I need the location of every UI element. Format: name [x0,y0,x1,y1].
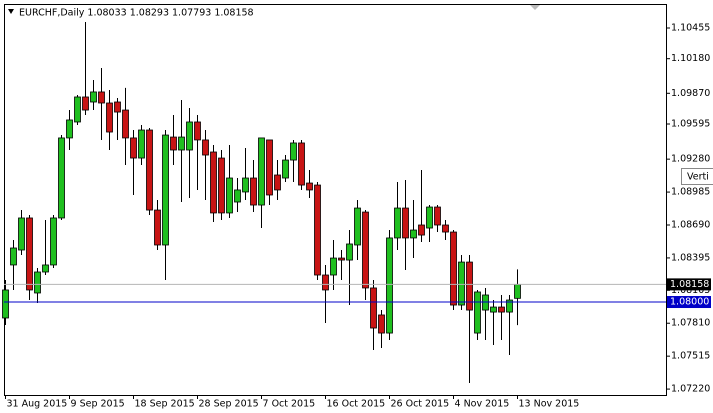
candle-body [322,274,329,291]
candle-body [10,247,17,266]
x-tick-label: 7 Oct 2015 [263,399,316,410]
chart-title: EURCHF,Daily 1.08033 1.08293 1.07793 1.0… [19,8,254,19]
candle-body [330,257,337,276]
candle-body [450,231,457,306]
price-label-box [667,296,711,309]
candle-body [514,283,521,299]
candle-body [234,189,241,203]
candle-body [434,206,441,226]
candle-body [338,257,345,261]
candle-body [266,139,273,196]
candle-body [42,264,49,273]
candle-body [146,129,153,211]
y-tick-label: 1.08395 [671,252,710,263]
candle-body [402,207,409,239]
menu-icon [8,9,14,14]
candle-body [162,134,169,246]
y-tick-label: 1.09595 [671,118,710,129]
x-tick-label: 28 Sep 2015 [199,399,259,410]
candle-body [90,91,97,103]
y-tick-label: 1.08985 [671,187,710,198]
x-tick-label: 9 Sep 2015 [71,399,125,410]
candle-body [306,182,313,191]
candle-body [202,139,209,156]
x-tick-label: 13 Nov 2015 [519,399,580,410]
candle-body [258,137,265,206]
y-tick-label: 1.08690 [671,220,710,231]
candle-body [442,224,449,233]
candle-body [370,287,377,329]
candle-body [122,109,129,139]
candle-body [50,217,57,266]
candle-body [346,243,353,261]
candle-body [386,237,393,334]
x-tick-label: 31 Aug 2015 [7,399,68,410]
candle-body [226,177,233,214]
candle-body [194,121,201,141]
candle-body [354,207,361,246]
candle-body [314,184,321,276]
price-label-box [667,278,711,291]
candle-body [282,159,289,179]
candle-body [498,306,505,313]
candle-body [66,119,73,139]
candle-body [74,96,81,123]
x-tick-label: 18 Sep 2015 [135,399,195,410]
y-tick-label: 1.09280 [671,154,710,165]
tooltip-box [681,168,713,185]
candle-body [242,177,249,193]
candle-body [410,229,417,239]
candle-body [394,207,401,239]
candle-body [458,261,465,306]
tooltip: Verti [687,172,709,183]
candle-body [34,271,41,294]
candle-body [58,137,65,219]
candle-body [26,217,33,291]
candle-body [114,101,121,113]
x-tick-label: 4 Nov 2015 [455,399,510,410]
candle-body [474,291,481,334]
candle-body [506,299,513,313]
candle-body [170,136,177,151]
plot-frame [4,4,667,396]
candle-body [106,102,113,133]
candle-body [18,217,25,251]
y-tick-label: 1.07810 [671,318,710,329]
candle-body [210,151,217,214]
candle-body [466,261,473,311]
y-tick-label: 1.10455 [671,22,710,33]
candle-body [98,91,105,104]
y-tick-label: 1.10180 [671,53,710,64]
candle-body [130,137,137,159]
x-tick-label: 16 Oct 2015 [327,399,386,410]
candle-body [378,314,385,334]
candle-body [82,96,89,111]
candle-body [362,211,369,289]
candle-body [250,177,257,206]
candle-body [138,129,145,159]
candle-body [426,206,433,229]
x-tick-label: 26 Oct 2015 [391,399,450,410]
candle-body [154,209,161,246]
candle-body [418,224,425,236]
candle-body [218,157,225,214]
candle-body [298,142,305,186]
shift-marker [530,5,540,10]
y-tick-label: 1.09870 [671,88,710,99]
price-label: 1.08158 [670,279,709,290]
candle-body [2,289,9,319]
candle-body [490,306,497,313]
candle-body [290,142,297,161]
y-tick-label: 1.07220 [671,384,710,395]
candle-body [482,294,489,311]
candle-body [274,174,281,191]
price-label: 1.08000 [670,297,709,308]
y-tick-label: 1.07515 [671,351,710,362]
candle-body [178,136,185,151]
candle-body [186,121,193,151]
